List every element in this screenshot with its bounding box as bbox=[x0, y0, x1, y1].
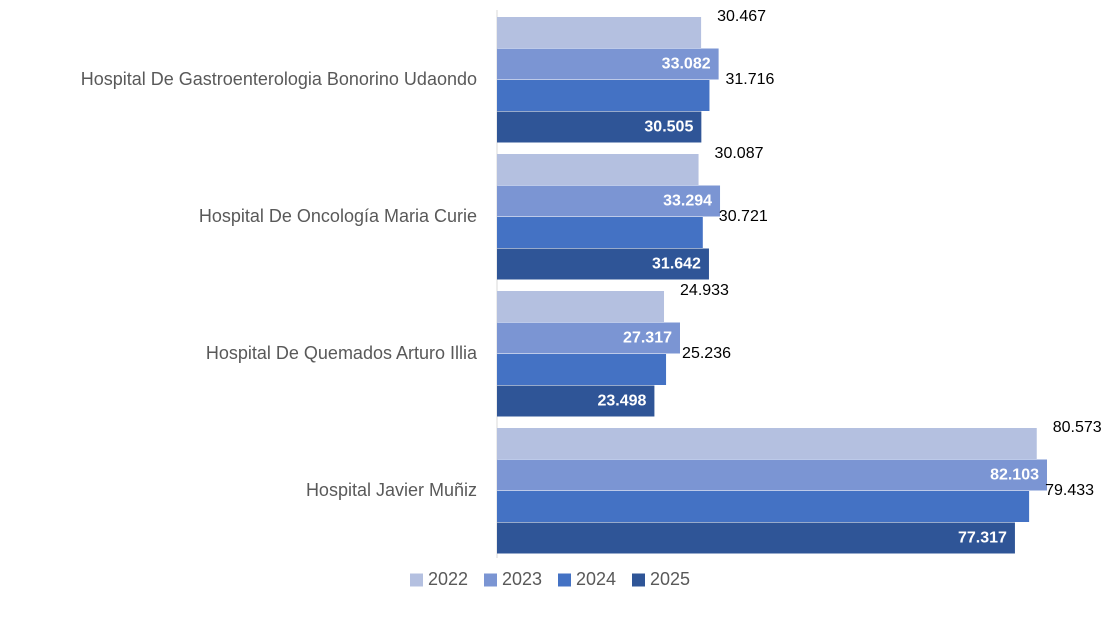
data-label: 25.236 bbox=[682, 345, 731, 362]
category-label: Hospital De Quemados Arturo Illia bbox=[206, 343, 478, 363]
bar bbox=[497, 48, 719, 80]
legend-label: 2023 bbox=[502, 569, 542, 589]
data-label: 33.082 bbox=[662, 55, 711, 72]
bar bbox=[497, 185, 721, 217]
data-label: 30.467 bbox=[717, 8, 766, 25]
bar bbox=[497, 17, 702, 48]
bar bbox=[497, 248, 709, 280]
data-label: 31.642 bbox=[652, 255, 701, 272]
bar bbox=[497, 111, 702, 143]
data-label: 77.317 bbox=[958, 529, 1007, 546]
bar bbox=[497, 428, 1037, 459]
bar bbox=[497, 322, 680, 354]
legend-swatch bbox=[410, 573, 423, 587]
data-label: 30.087 bbox=[715, 145, 764, 162]
legend-swatch bbox=[558, 573, 571, 587]
data-label: 82.103 bbox=[990, 466, 1039, 483]
category-label: Hospital Javier Muñiz bbox=[306, 480, 477, 500]
legend-label: 2022 bbox=[428, 569, 468, 589]
bar bbox=[497, 291, 665, 322]
category-label: Hospital De Oncología Maria Curie bbox=[199, 206, 477, 226]
data-label: 79.433 bbox=[1045, 482, 1094, 499]
data-label: 31.716 bbox=[725, 71, 774, 88]
bar bbox=[497, 354, 667, 385]
bar bbox=[497, 217, 703, 248]
legend-swatch bbox=[632, 573, 645, 587]
bar bbox=[497, 80, 710, 111]
legend-label: 2024 bbox=[576, 569, 616, 589]
bar bbox=[497, 459, 1047, 491]
bar bbox=[497, 522, 1015, 554]
bar bbox=[497, 385, 655, 417]
data-label: 30.505 bbox=[644, 118, 693, 135]
data-label: 33.294 bbox=[663, 192, 712, 209]
data-label: 24.933 bbox=[680, 282, 729, 299]
legend-label: 2025 bbox=[650, 569, 690, 589]
bar bbox=[497, 154, 699, 185]
bar bbox=[497, 491, 1030, 522]
data-label: 27.317 bbox=[623, 329, 672, 346]
legend-swatch bbox=[484, 573, 497, 587]
data-label: 23.498 bbox=[597, 392, 646, 409]
category-label: Hospital De Gastroenterologia Bonorino U… bbox=[81, 69, 477, 89]
data-label: 80.573 bbox=[1053, 419, 1102, 436]
data-label: 30.721 bbox=[719, 208, 768, 225]
